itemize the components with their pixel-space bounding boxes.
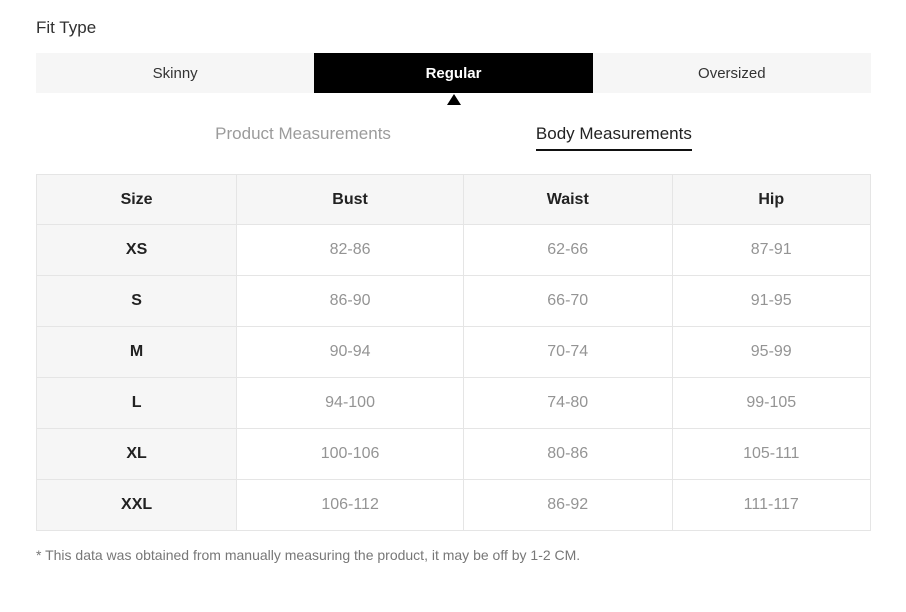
column-header-bust: Bust: [236, 174, 464, 225]
size-label: XS: [35, 224, 238, 276]
size-label: XL: [35, 428, 238, 480]
measurement-disclaimer: * This data was obtained from manually m…: [36, 547, 581, 563]
hip-value: 105-111: [671, 428, 871, 480]
hip-value: 95-99: [671, 326, 871, 378]
size-label: M: [35, 326, 238, 378]
size-label: XXL: [35, 479, 238, 531]
tab-body-measurements[interactable]: Body Measurements: [535, 124, 692, 151]
waist-value: 74-80: [463, 377, 673, 429]
bust-value: 86-90: [236, 275, 464, 327]
table-row: L 94-100 74-80 99-105: [35, 377, 871, 429]
waist-value: 66-70: [463, 275, 673, 327]
hip-value: 87-91: [671, 224, 871, 276]
selected-fit-triangle-icon: [446, 94, 461, 105]
measurement-tabs: Product Measurements Body Measurements: [36, 124, 871, 151]
waist-value: 70-74: [463, 326, 673, 378]
bust-value: 106-112: [236, 479, 464, 531]
fit-type-option-skinny[interactable]: Skinny: [36, 53, 315, 93]
column-header-hip: Hip: [671, 174, 871, 225]
bust-value: 90-94: [236, 326, 464, 378]
size-guide-panel: Fit Type Skinny Regular Oversized Produc…: [35, 18, 871, 563]
bust-value: 94-100: [236, 377, 464, 429]
fit-type-segmented-control: Skinny Regular Oversized: [36, 53, 871, 105]
table-row: S 86-90 66-70 91-95: [35, 275, 871, 327]
fit-type-label: Fit Type: [36, 18, 97, 37]
column-header-waist: Waist: [463, 174, 673, 225]
tab-product-measurements[interactable]: Product Measurements: [215, 124, 391, 143]
column-header-size: Size: [35, 174, 238, 225]
table-row: XL 100-106 80-86 105-111: [35, 428, 871, 480]
waist-value: 80-86: [463, 428, 673, 480]
size-label: S: [35, 275, 238, 327]
fit-type-option-regular[interactable]: Regular: [314, 53, 593, 93]
waist-value: 86-92: [463, 479, 673, 531]
size-label: L: [35, 377, 238, 429]
table-row: XS 82-86 62-66 87-91: [35, 224, 871, 276]
hip-value: 99-105: [671, 377, 871, 429]
bust-value: 82-86: [236, 224, 464, 276]
hip-value: 91-95: [671, 275, 871, 327]
size-measurements-table: Size Bust Waist Hip XS 82-86 62-66 87-91…: [35, 174, 871, 531]
fit-type-option-oversized[interactable]: Oversized: [592, 53, 871, 93]
table-row: M 90-94 70-74 95-99: [35, 326, 871, 378]
bust-value: 100-106: [236, 428, 464, 480]
waist-value: 62-66: [463, 224, 673, 276]
table-header-row: Size Bust Waist Hip: [35, 174, 871, 225]
table-row: XXL 106-112 86-92 111-117: [35, 479, 871, 531]
hip-value: 111-117: [671, 479, 871, 531]
